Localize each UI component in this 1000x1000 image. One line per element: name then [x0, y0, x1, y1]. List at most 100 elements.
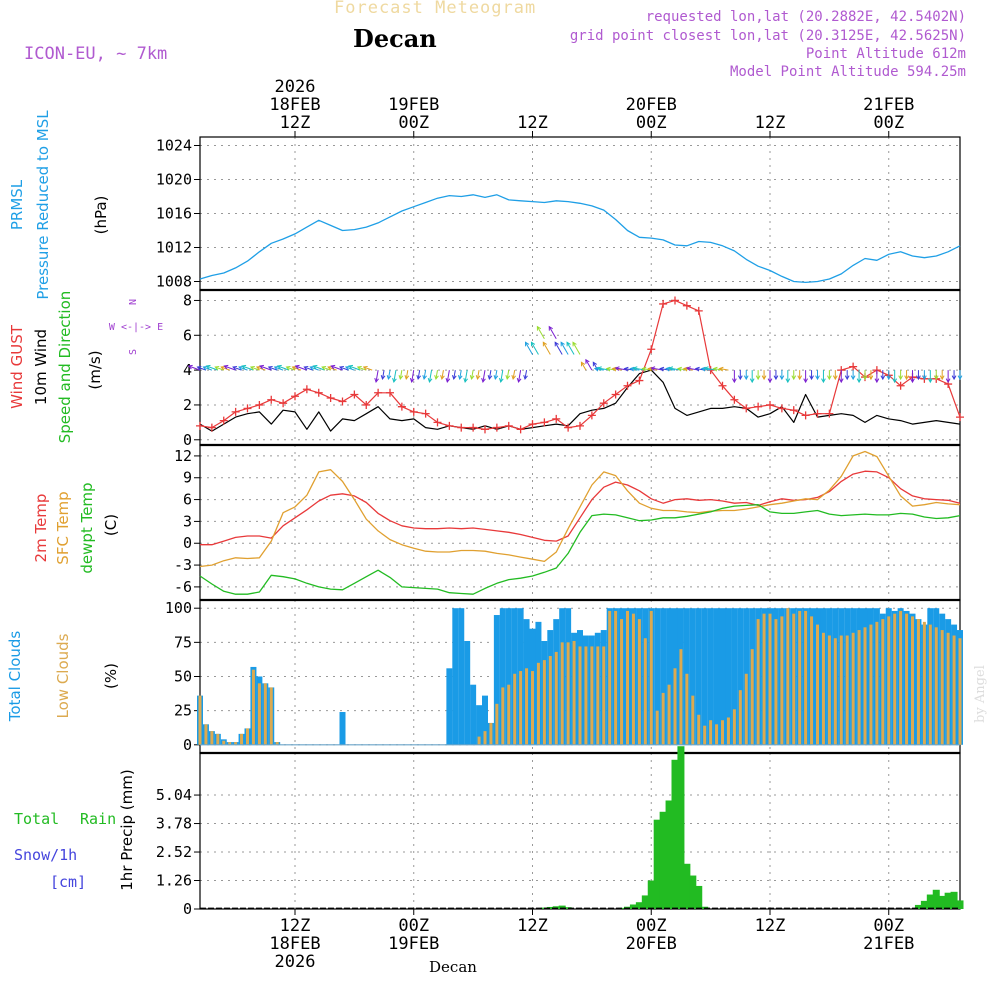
wind-ytick-label: 4 — [183, 361, 192, 379]
rain-bar — [956, 900, 964, 909]
wind-arrowhead — [356, 365, 362, 371]
gust-marker — [766, 400, 774, 409]
wind-arrowhead — [797, 375, 803, 381]
low-cloud-bar — [210, 731, 214, 745]
wind-arrowhead — [440, 375, 445, 381]
pressure-ytick-label: 1016 — [156, 205, 192, 223]
wind-arrowhead — [327, 365, 333, 371]
wind-arrowhead — [945, 378, 951, 384]
wind-arrow — [411, 370, 415, 383]
bottom-time-label: 18FEB — [269, 934, 320, 954]
wind-arrow — [536, 326, 545, 340]
low-cloud-bar — [240, 733, 244, 745]
gust-marker — [350, 390, 359, 399]
gust-marker — [374, 388, 383, 397]
total-cloud-bar — [476, 705, 483, 745]
wind-arrowhead — [312, 364, 318, 370]
rain-bar — [635, 902, 643, 909]
wind-arrow — [382, 370, 385, 380]
rain-bar — [558, 905, 566, 909]
gust-marker — [219, 416, 228, 425]
wind-arrowhead — [398, 375, 404, 381]
wind-arrowhead — [416, 375, 422, 381]
wind-arrowhead — [694, 366, 700, 372]
wind-arrowhead — [457, 375, 463, 381]
total-cloud-bar — [470, 684, 477, 745]
wind-arrow — [453, 370, 456, 380]
wind-arrow — [241, 365, 254, 371]
low-cloud-bar — [774, 619, 778, 745]
gust-marker — [564, 423, 573, 432]
wind-arrowhead — [874, 378, 880, 384]
low-cloud-bar — [542, 660, 546, 745]
total-cloud-bar — [482, 695, 488, 745]
wind-arrowhead — [732, 378, 737, 384]
wind-arrowhead — [338, 365, 345, 371]
wind-arrowhead — [641, 366, 647, 372]
low-cloud-bar — [709, 720, 713, 745]
wind-arrow — [348, 365, 361, 371]
low-cloud-bar — [483, 731, 487, 745]
wind-arrow — [387, 370, 391, 380]
pressure-grid: 1008 1012 1016 1020 1024 — [156, 137, 960, 291]
wind-arrow — [203, 366, 213, 371]
wind-arrowhead — [344, 365, 350, 371]
chart-title: Forecast Meteogram — [334, 0, 537, 18]
wind-arrowhead — [255, 365, 261, 371]
top-time-label: 12Z — [755, 113, 786, 133]
wind-arrow — [542, 342, 551, 355]
total-cloud-bar — [695, 608, 702, 745]
wind-arrowhead — [524, 341, 530, 347]
wind-arrowhead — [427, 377, 433, 383]
dir-south-label: S — [128, 349, 139, 355]
wind-arrowhead — [223, 364, 229, 370]
wind-arrowhead — [821, 378, 826, 384]
total-cloud-bar — [499, 608, 506, 745]
requested-coords: requested lon,lat (20.2882E, 42.5402N) — [645, 9, 966, 25]
low-cloud-bar — [768, 613, 772, 745]
gust-marker — [611, 390, 620, 399]
wind-arrowhead — [596, 366, 602, 371]
wind-arrow — [464, 370, 468, 383]
low-cloud-bar — [661, 692, 665, 745]
low-cloud-bar — [673, 668, 677, 745]
gust-marker — [397, 402, 406, 411]
wind-arrow — [482, 370, 486, 383]
wind-arrowhead — [957, 375, 963, 381]
rain-bar — [689, 875, 697, 909]
wind-arrowhead — [585, 358, 590, 364]
wind-arrowhead — [803, 378, 808, 384]
low-cloud-bar — [513, 673, 517, 745]
wind-arrow — [393, 370, 397, 383]
wind-arrowhead — [498, 377, 504, 383]
rain-bar — [944, 892, 952, 909]
wind-arrowhead — [892, 378, 898, 384]
low-cloud-bar — [269, 687, 273, 745]
gust-marker — [718, 381, 727, 390]
low-cloud-bar — [275, 742, 279, 745]
rain-bar — [914, 904, 922, 909]
wind-arrow — [399, 370, 403, 380]
pressure-ytick-label: 1012 — [156, 239, 192, 257]
wind-arrow — [531, 342, 539, 355]
rain-bar — [926, 894, 934, 909]
low-cloud-bar — [655, 710, 659, 745]
gust-marker — [849, 362, 858, 371]
gust-marker — [754, 402, 763, 411]
wind-arrow — [363, 366, 373, 371]
gust-marker — [469, 423, 478, 432]
wind-arrowhead — [832, 375, 838, 381]
wind-arrowhead — [548, 325, 553, 331]
wind-arrowhead — [536, 325, 542, 331]
wind-ytick-label: 0 — [183, 431, 192, 449]
wind-arrowhead — [933, 375, 939, 381]
gust-marker — [896, 381, 905, 390]
precip-ytick-label: 2.52 — [156, 843, 192, 861]
total-cloud-bar — [666, 608, 673, 745]
low-cloud-bar — [228, 742, 232, 745]
wind-arrowhead — [712, 366, 718, 372]
wind-arrowhead — [922, 375, 927, 381]
bottom-time-label: 12Z — [280, 916, 311, 936]
gust-marker — [623, 381, 632, 390]
temperature-grid: -6 -3 0 3 6 9 12 — [174, 445, 960, 600]
